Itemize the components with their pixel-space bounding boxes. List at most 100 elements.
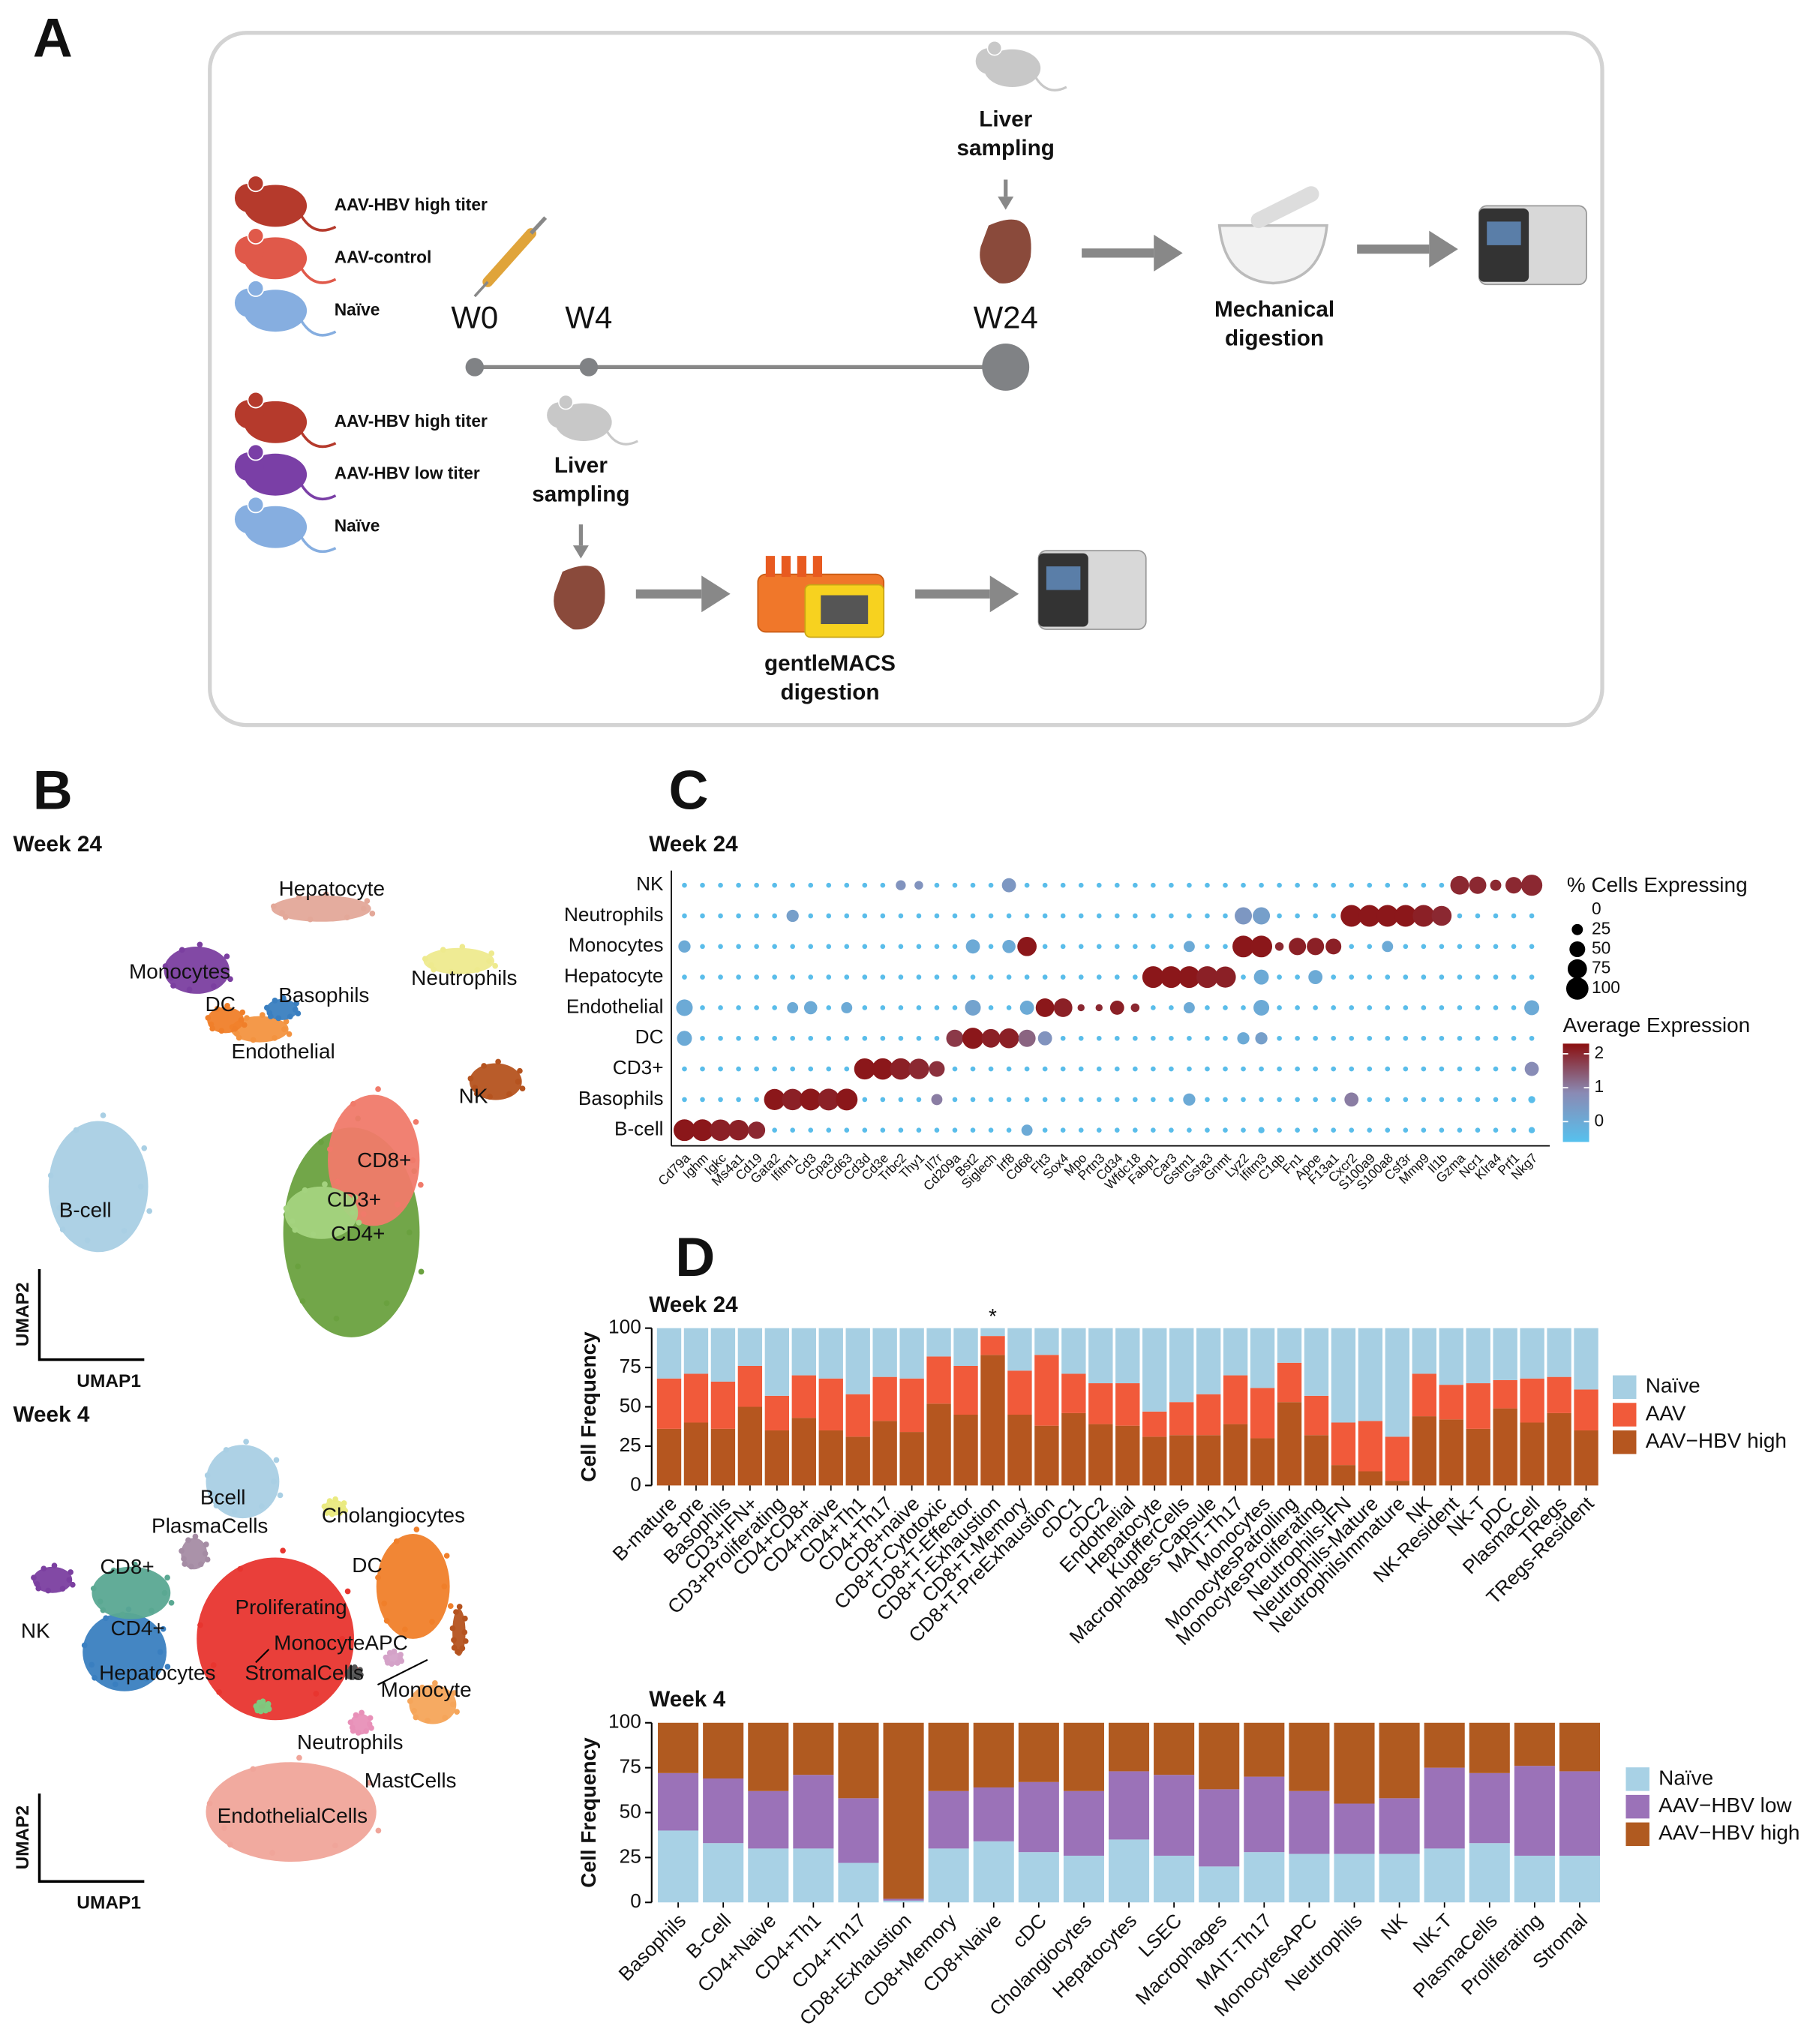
bar-segment [1277, 1328, 1302, 1363]
cluster-point [425, 1717, 431, 1724]
umap-cluster [271, 891, 376, 923]
timepoint-label: W24 [974, 300, 1038, 335]
dot [1307, 938, 1325, 956]
chart-title: Week 24 [649, 1292, 738, 1317]
bar-segment [737, 1406, 763, 1486]
dot [700, 1005, 705, 1010]
dot [772, 944, 777, 950]
cluster-point [161, 1589, 168, 1596]
umap-cluster [47, 1112, 153, 1253]
dot [1114, 882, 1120, 888]
dot [678, 940, 691, 953]
umap-cluster [375, 1526, 454, 1639]
cluster-point [279, 910, 285, 916]
dot [1021, 1124, 1033, 1136]
cluster-point [349, 1724, 356, 1730]
mouse-ear [247, 280, 265, 297]
cluster-point [283, 1205, 290, 1211]
cluster-point [326, 1146, 333, 1152]
mouse-tail [300, 536, 337, 553]
cluster-point [224, 953, 230, 959]
bar-segment [1289, 1722, 1330, 1791]
cluster-point [451, 1644, 458, 1651]
bar-segment [1358, 1471, 1383, 1486]
cluster-point [97, 1598, 104, 1604]
dot [1331, 974, 1337, 980]
umap-cluster [326, 1086, 424, 1226]
cluster-point [273, 1457, 280, 1463]
bar-segment [818, 1328, 843, 1379]
bar-segment [658, 1722, 699, 1773]
bar-segment [1412, 1416, 1436, 1486]
cluster-point [211, 1490, 217, 1496]
dot [700, 882, 705, 888]
legend-size-dot [1571, 923, 1583, 935]
cluster-point [356, 1220, 362, 1226]
cluster-label: StromalCells [245, 1661, 363, 1684]
mouse-ear [247, 496, 265, 514]
dot [1114, 913, 1120, 919]
cluster-point [266, 1706, 272, 1712]
cluster-point [59, 1226, 66, 1232]
legend-label: AAV−HBV high [1646, 1429, 1787, 1452]
dot [1313, 1097, 1318, 1103]
dot [988, 1097, 994, 1103]
x-tick-label: NK [1376, 1909, 1412, 1944]
bar-segment [1034, 1328, 1059, 1355]
timepoint-dot [465, 358, 485, 377]
dot [1457, 1005, 1463, 1010]
dot [931, 1094, 943, 1106]
bar-segment [845, 1328, 870, 1394]
dot [1160, 966, 1182, 989]
dot [1421, 1005, 1427, 1010]
dot [1493, 1097, 1499, 1103]
bar-segment [980, 1355, 1005, 1486]
bar-segment [791, 1328, 816, 1376]
dot [1151, 1035, 1156, 1041]
cluster-point [241, 1022, 248, 1028]
dot [844, 882, 850, 888]
cluster-point [358, 1672, 364, 1678]
dot [1259, 1066, 1264, 1072]
gentlemacs-tube [765, 556, 776, 578]
dot [970, 1127, 976, 1133]
cluster-point [197, 1622, 203, 1628]
pestle-icon [1250, 186, 1319, 229]
dot [1223, 1035, 1228, 1041]
dot [934, 974, 940, 980]
dot [1295, 1035, 1300, 1041]
bar-segment [953, 1365, 978, 1415]
dot [1237, 1032, 1250, 1045]
dot [862, 1005, 868, 1010]
syringe-needle [473, 281, 489, 298]
bar-segment [703, 1778, 744, 1844]
bar-segment [1154, 1722, 1195, 1775]
dot [772, 1127, 777, 1133]
dot [880, 1097, 886, 1103]
cluster-point [69, 1581, 76, 1588]
dot [1277, 882, 1282, 888]
dot [1241, 1066, 1246, 1072]
dot [1511, 1127, 1517, 1133]
bar-segment [899, 1328, 924, 1379]
dot [1151, 1005, 1156, 1010]
legend-swatch [1613, 1375, 1637, 1400]
cluster-label: Monocytes [129, 959, 230, 983]
dot [1223, 1097, 1228, 1103]
umap-cluster [263, 995, 302, 1022]
dot [772, 913, 777, 919]
dot [1095, 1004, 1103, 1012]
cluster-point [296, 1754, 302, 1761]
dot [1277, 913, 1282, 919]
arrow-head [1154, 234, 1183, 272]
y-tick-label: 100 [608, 1710, 641, 1733]
cluster-point [271, 903, 277, 910]
cluster-point [204, 1556, 211, 1562]
cluster-point [307, 916, 314, 923]
dot [1024, 1097, 1030, 1103]
bar-segment [1108, 1839, 1150, 1903]
dot [1002, 940, 1016, 953]
cluster-point [185, 1537, 191, 1544]
cluster-point [333, 1315, 340, 1322]
cluster-point [418, 1181, 424, 1188]
